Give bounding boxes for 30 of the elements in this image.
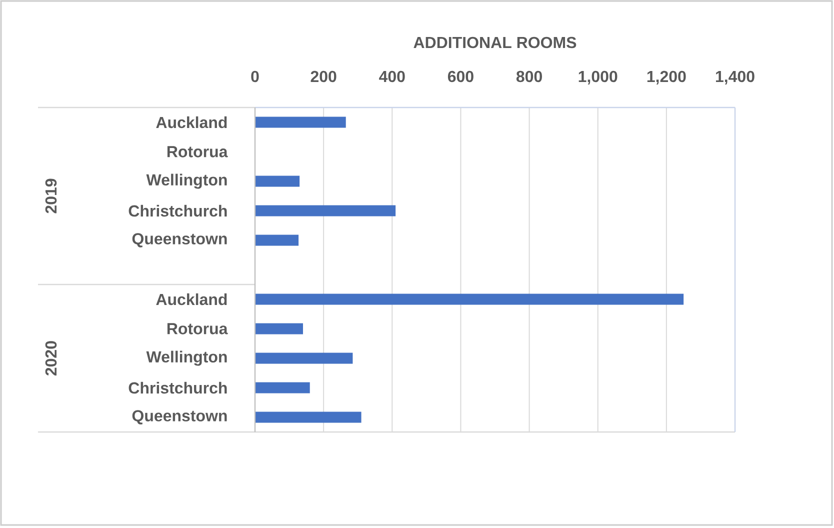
y-tick-label: Christchurch <box>128 204 227 217</box>
bar <box>255 176 300 187</box>
y-tick-label: Wellington <box>146 174 227 189</box>
bar <box>255 412 362 423</box>
y-tick-label: Auckland <box>156 293 227 306</box>
bar <box>255 294 684 305</box>
bar <box>255 116 346 128</box>
x-tick-label: 200 <box>310 70 336 82</box>
x-tick-label: 1,000 <box>578 70 618 84</box>
bar <box>255 382 310 394</box>
x-axis-title: ADDITIONAL ROOMS <box>414 36 576 48</box>
y-tick-label: Queenstown <box>132 233 227 248</box>
x-tick-label: 800 <box>516 70 542 82</box>
y-tick-label: Christchurch <box>128 382 227 394</box>
y-axis-title: 2019 <box>45 178 57 214</box>
bar <box>255 323 304 334</box>
bar <box>255 352 353 364</box>
bar <box>255 205 396 216</box>
y-tick-label: Wellington <box>146 350 227 366</box>
x-tick-label: 0 <box>251 70 259 82</box>
y-tick-label: Rotorua <box>167 146 228 158</box>
y-tick-label: Queenstown <box>132 410 227 424</box>
x-tick-label: 1,400 <box>716 70 754 84</box>
y-tick-label: Auckland <box>156 116 227 128</box>
x-tick-label: 400 <box>379 70 405 82</box>
y-axis-title: 2020 <box>45 341 57 376</box>
x-tick-label: 600 <box>448 70 474 82</box>
x-tick-label: 1,200 <box>647 70 686 84</box>
y-tick-label: Rotorua <box>167 323 228 334</box>
bar <box>255 234 299 246</box>
